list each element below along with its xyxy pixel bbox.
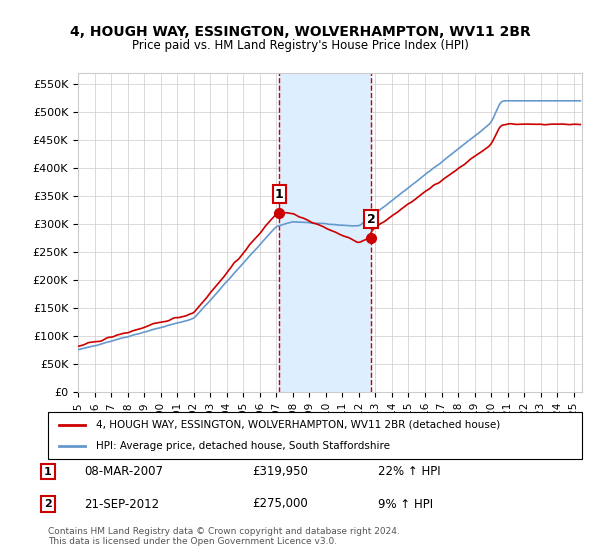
Text: 21-SEP-2012: 21-SEP-2012 bbox=[84, 497, 159, 511]
Bar bbox=[280, 73, 371, 392]
Text: 9% ↑ HPI: 9% ↑ HPI bbox=[378, 497, 433, 511]
Text: 1: 1 bbox=[275, 188, 284, 200]
Text: 4, HOUGH WAY, ESSINGTON, WOLVERHAMPTON, WV11 2BR (detached house): 4, HOUGH WAY, ESSINGTON, WOLVERHAMPTON, … bbox=[96, 420, 500, 430]
Text: 22% ↑ HPI: 22% ↑ HPI bbox=[378, 465, 440, 478]
Text: £275,000: £275,000 bbox=[252, 497, 308, 511]
Text: Contains HM Land Registry data © Crown copyright and database right 2024.
This d: Contains HM Land Registry data © Crown c… bbox=[48, 527, 400, 546]
FancyBboxPatch shape bbox=[48, 412, 582, 459]
Text: Price paid vs. HM Land Registry's House Price Index (HPI): Price paid vs. HM Land Registry's House … bbox=[131, 39, 469, 52]
Text: 2: 2 bbox=[367, 213, 376, 226]
Text: HPI: Average price, detached house, South Staffordshire: HPI: Average price, detached house, Sout… bbox=[96, 441, 390, 451]
Text: 1: 1 bbox=[44, 466, 52, 477]
Text: 08-MAR-2007: 08-MAR-2007 bbox=[84, 465, 163, 478]
Text: 4, HOUGH WAY, ESSINGTON, WOLVERHAMPTON, WV11 2BR: 4, HOUGH WAY, ESSINGTON, WOLVERHAMPTON, … bbox=[70, 25, 530, 39]
Text: £319,950: £319,950 bbox=[252, 465, 308, 478]
Text: 2: 2 bbox=[44, 499, 52, 509]
